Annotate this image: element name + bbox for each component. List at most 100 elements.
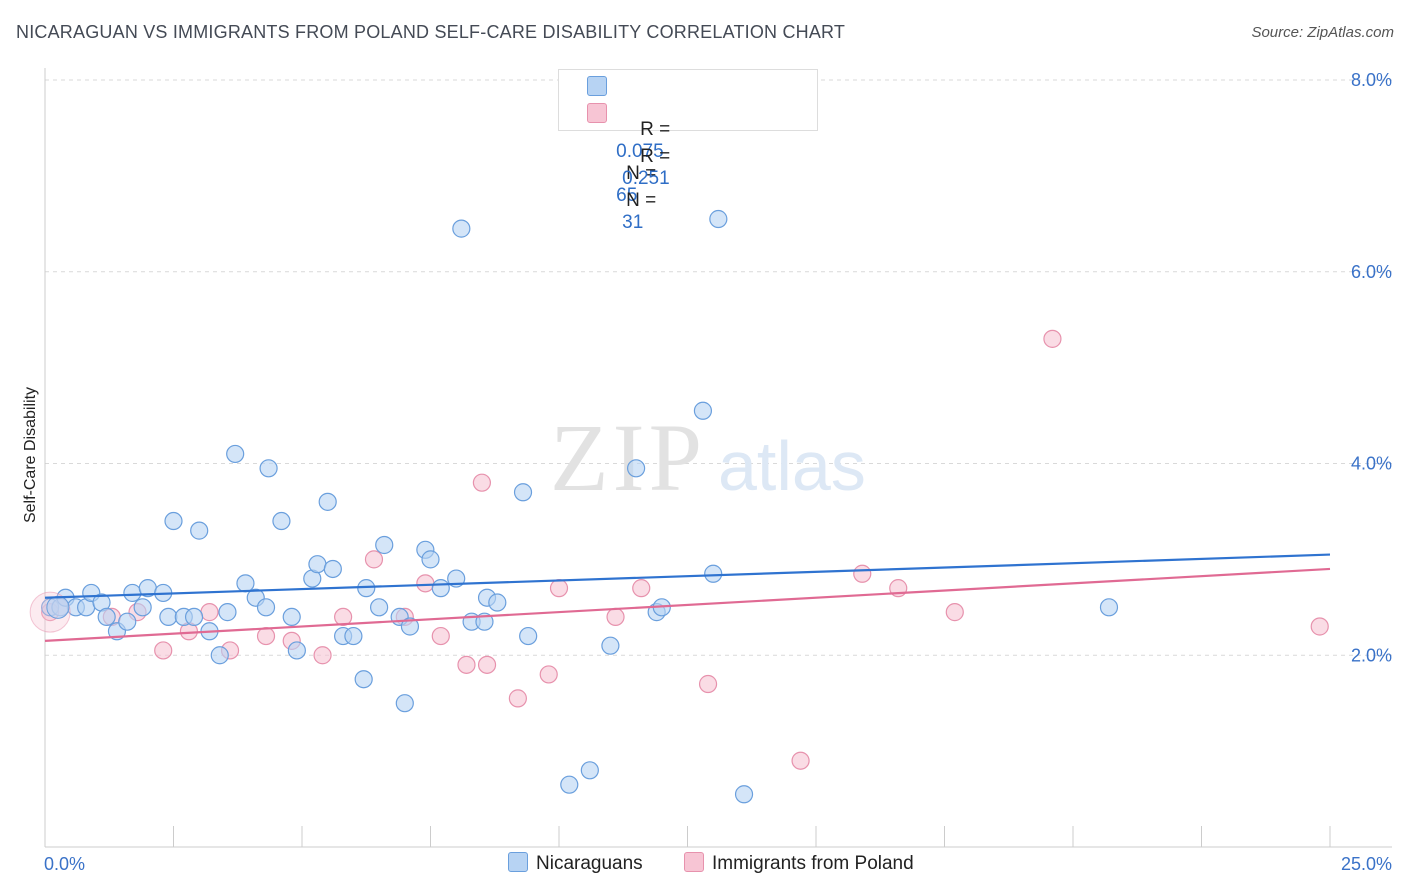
legend-n-label: N = xyxy=(626,163,657,184)
data-point xyxy=(344,626,363,646)
data-point xyxy=(488,593,507,612)
data-point xyxy=(693,401,713,420)
data-point xyxy=(259,459,278,478)
series-name: Nicaraguans xyxy=(536,853,643,874)
data-point xyxy=(256,626,276,646)
source-label: Source: ZipAtlas.com xyxy=(1251,24,1394,41)
data-point xyxy=(519,626,538,646)
data-point xyxy=(118,612,137,631)
data-point xyxy=(323,559,342,579)
data-point xyxy=(370,598,389,617)
data-point xyxy=(698,674,718,694)
series-name: Immigrants from Poland xyxy=(712,853,914,874)
data-point xyxy=(159,607,178,627)
data-point xyxy=(164,511,183,531)
legend-row-poland: R = 0.251 N = 31 xyxy=(587,102,670,233)
data-point xyxy=(313,646,332,665)
data-point xyxy=(364,550,384,569)
legend-swatch-blue xyxy=(587,76,607,96)
legend-r-label: R = xyxy=(640,119,671,140)
data-point xyxy=(1310,617,1329,636)
data-point xyxy=(853,564,872,583)
data-point xyxy=(632,579,651,598)
data-point xyxy=(734,785,754,804)
trend-lines xyxy=(44,553,1331,642)
data-point xyxy=(272,511,291,531)
legend-n-value: 65 xyxy=(616,185,638,206)
data-point xyxy=(1099,598,1119,617)
data-point xyxy=(334,607,353,627)
data-point xyxy=(184,607,204,627)
legend-r-value: 0.251 xyxy=(622,168,670,189)
data-point xyxy=(709,209,728,229)
data-point xyxy=(791,751,810,770)
data-point xyxy=(46,595,70,619)
data-point xyxy=(549,579,569,598)
data-point xyxy=(354,670,373,689)
data-point xyxy=(431,579,450,598)
data-point xyxy=(236,574,255,593)
data-point xyxy=(945,603,964,622)
legend-n-value: 31 xyxy=(622,212,644,233)
axes xyxy=(44,68,1392,848)
chart-title: NICARAGUAN VS IMMIGRANTS FROM POLAND SEL… xyxy=(16,22,846,42)
trend-line xyxy=(44,567,1331,642)
data-point xyxy=(513,483,533,502)
data-point xyxy=(318,492,337,511)
stats-legend: R = 0.075 N = 65 R = 0.251 N = 31 xyxy=(558,69,818,233)
data-point xyxy=(395,694,414,713)
legend-swatch-pink xyxy=(587,103,607,123)
data-point xyxy=(123,583,142,603)
legend-row-nicaraguans: R = 0.075 N = 65 xyxy=(587,75,670,206)
data-point xyxy=(308,555,327,574)
data-point xyxy=(282,607,301,627)
data-point xyxy=(431,626,450,646)
data-point xyxy=(477,655,497,674)
legend-swatch-pink xyxy=(684,852,704,872)
legend-n-label: N = xyxy=(626,190,657,211)
data-points xyxy=(29,209,1329,804)
data-point xyxy=(400,617,420,636)
data-point xyxy=(200,603,219,622)
data-point xyxy=(375,535,394,555)
x-tick-label: 25.0% xyxy=(1341,854,1392,874)
data-point xyxy=(256,598,276,617)
trend-line xyxy=(44,553,1331,599)
data-point xyxy=(560,775,579,794)
data-point xyxy=(539,665,558,684)
data-point xyxy=(472,473,491,492)
data-point xyxy=(626,459,646,478)
x-tick-label: 0.0% xyxy=(44,854,85,874)
data-point xyxy=(421,550,440,569)
data-point xyxy=(457,655,476,674)
data-point xyxy=(601,636,620,655)
legend-r-label: R = xyxy=(640,146,671,167)
y-axis-label: Self-Care Disability xyxy=(22,387,39,523)
series-legend-poland: Immigrants from Poland xyxy=(684,852,914,875)
y-tick-label: 4.0% xyxy=(1351,454,1392,474)
data-point xyxy=(606,607,625,627)
y-tick-label: 2.0% xyxy=(1351,645,1392,665)
watermark: ZIP atlas xyxy=(550,404,866,511)
watermark-atlas: atlas xyxy=(718,427,866,505)
data-point xyxy=(218,603,237,622)
data-point xyxy=(508,689,527,708)
data-point xyxy=(287,641,306,660)
data-point xyxy=(1043,329,1062,348)
series-legend-nicaraguans: Nicaraguans xyxy=(508,852,643,875)
y-tick-label: 8.0% xyxy=(1351,70,1392,90)
data-point xyxy=(133,598,152,617)
tick-labels: 2.0% 4.0% 6.0% 8.0% 0.0% 25.0% xyxy=(44,70,1392,874)
data-point xyxy=(226,444,245,464)
data-point xyxy=(154,641,173,660)
data-point xyxy=(97,607,116,627)
y-tick-label: 6.0% xyxy=(1351,262,1392,282)
data-point xyxy=(580,761,599,780)
legend-swatch-blue xyxy=(508,852,528,872)
data-point xyxy=(704,564,723,583)
legend-r-value: 0.075 xyxy=(616,141,664,162)
data-point xyxy=(190,521,209,540)
watermark-zip: ZIP xyxy=(550,404,706,511)
data-point xyxy=(210,646,229,665)
